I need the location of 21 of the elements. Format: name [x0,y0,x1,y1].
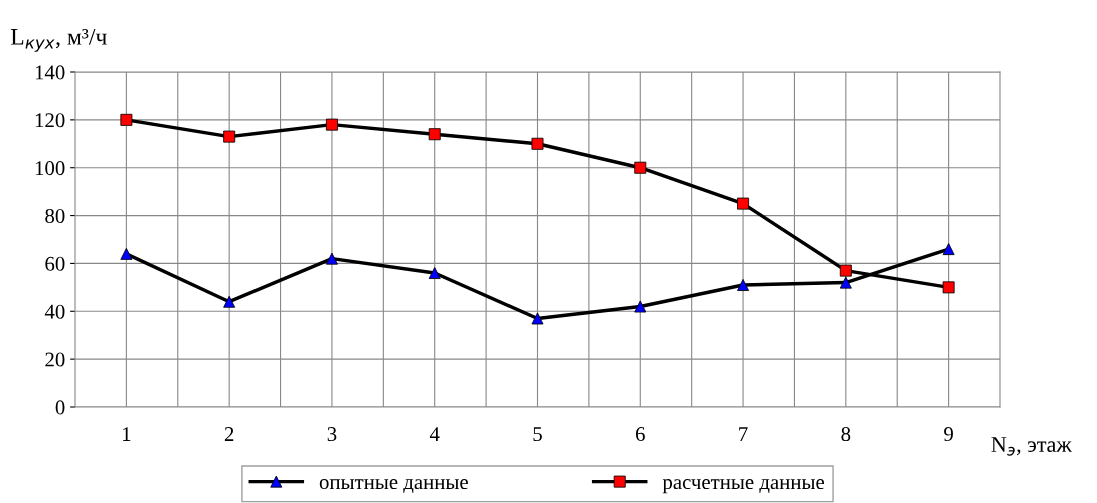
x-tick-label: 8 [841,427,851,442]
legend-label: опытные данные [319,479,468,493]
x-tick-label: 7 [739,427,748,441]
x-tick-label: 4 [429,427,440,441]
y-tick-label: 120 [35,113,65,128]
x-tick-label: 2 [224,427,234,441]
y-tick-label: 0 [55,400,65,415]
legend-label: расчетные данные [662,479,825,494]
y-tick-label: 60 [45,256,65,271]
y-tick-label: 140 [35,65,65,80]
x-tick-label: 6 [635,427,645,442]
y-tick-label: 100 [35,161,65,176]
y-tick-label: 80 [45,208,65,223]
x-tick-label: 5 [533,427,542,442]
y-tick-label: 20 [45,352,65,367]
x-tick-label: 9 [944,427,953,442]
x-tick-label: 1 [123,427,131,441]
y-tick-label: 40 [44,304,65,319]
x-tick-label: 3 [327,427,337,442]
y-axis-title: L$_{кух}$, м³/ч [10,29,107,52]
x-axis-title: N$_{э}$, этаж [991,437,1072,456]
